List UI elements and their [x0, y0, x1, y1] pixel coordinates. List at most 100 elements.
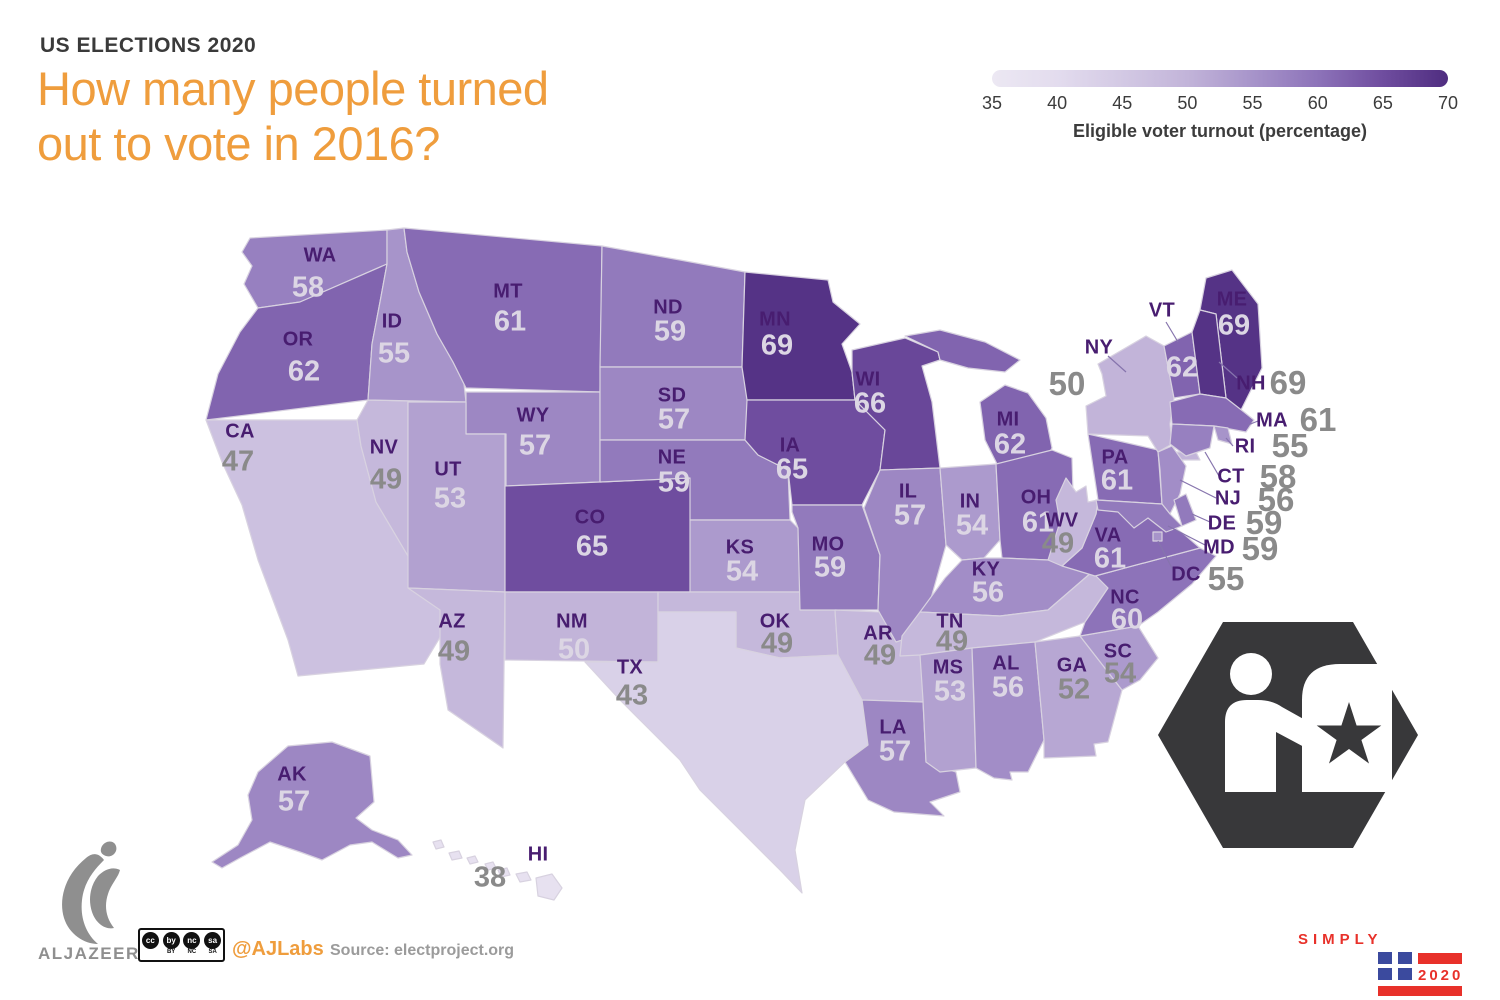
- state-value-az: 49: [437, 635, 471, 668]
- state-label-de: DE: [1207, 512, 1237, 535]
- state-value-al: 56: [991, 671, 1025, 704]
- state-label-nd: ND: [653, 296, 683, 319]
- state-value-md: 59: [1241, 530, 1279, 567]
- callout-line-ri: [1225, 437, 1234, 447]
- state-value-sc: 54: [1103, 657, 1137, 690]
- state-label-la: LA: [879, 716, 907, 739]
- ajlabs-handle: @AJLabs: [232, 938, 324, 960]
- state-label-mi: MI: [996, 408, 1020, 431]
- state-label-wv: WV: [1045, 509, 1079, 532]
- legend-tick: 65: [1372, 93, 1393, 113]
- state-label-vt: VT: [1148, 299, 1176, 322]
- state-label-ga: GA: [1056, 654, 1088, 677]
- state-value-ri: 55: [1271, 427, 1309, 464]
- callout-line-dc: [1157, 540, 1175, 573]
- state-value-or: 62: [287, 355, 321, 388]
- aljazeera-wordmark: ALJAZEERA: [38, 944, 154, 963]
- state-value-wa: 58: [291, 271, 325, 304]
- legend-tick: 35: [981, 93, 1003, 113]
- state-label-ct: CT: [1217, 465, 1245, 488]
- cc-icon-by: by BY: [162, 932, 180, 955]
- state-label-ms: MS: [932, 656, 964, 679]
- state-label-dc: DC: [1171, 563, 1201, 586]
- state-label-in: IN: [959, 490, 981, 513]
- callout-line-de: [1191, 513, 1211, 523]
- state-value-mo: 59: [813, 551, 847, 584]
- state-value-pa: 61: [1100, 464, 1134, 497]
- state-label-wa: WA: [303, 244, 337, 267]
- state-label-ut: UT: [434, 458, 462, 481]
- callout-line-ct: [1204, 451, 1220, 477]
- state-value-ct: 58: [1259, 458, 1297, 495]
- legend-tick: 45: [1112, 93, 1133, 113]
- state-value-vt: 62: [1165, 351, 1199, 384]
- state-label-md: MD: [1203, 536, 1235, 559]
- state-value-ia: 65: [775, 453, 809, 486]
- state-label-nj: NJ: [1214, 487, 1242, 510]
- state-value-nv: 49: [369, 463, 403, 496]
- state-label-ia: IA: [779, 434, 801, 457]
- state-value-ks: 54: [725, 555, 759, 588]
- state-value-wi: 66: [853, 387, 887, 420]
- state-value-nj: 56: [1257, 481, 1295, 518]
- state-label-az: AZ: [438, 610, 466, 633]
- state-value-la: 57: [878, 735, 912, 768]
- cc-icon-nc: nc NC: [183, 932, 201, 955]
- state-value-nh: 69: [1269, 364, 1307, 401]
- title-line-1: How many people turned: [37, 62, 549, 115]
- creative-commons-badge: cc by BY nc NC sa SA: [138, 928, 225, 962]
- aljazeera-logo: [62, 841, 120, 944]
- state-value-mi: 62: [993, 428, 1027, 461]
- state-value-ga: 52: [1057, 673, 1091, 706]
- state-value-nm: 50: [557, 633, 591, 666]
- legend-gradient-bar: [992, 70, 1448, 87]
- state-label-ak: AK: [277, 763, 307, 786]
- legend-tick: 70: [1437, 93, 1459, 113]
- state-label-oh: OH: [1020, 486, 1052, 509]
- state-label-tx: TX: [616, 656, 644, 679]
- state-label-nh: NH: [1236, 372, 1266, 395]
- state-label-mn: MN: [759, 308, 791, 331]
- state-shape-wv: [1047, 477, 1099, 567]
- state-value-mn: 69: [760, 329, 794, 362]
- state-value-ut: 53: [433, 482, 467, 515]
- state-value-ms: 53: [933, 675, 967, 708]
- state-label-nm: NM: [556, 610, 588, 633]
- state-shape-md: [1095, 499, 1183, 533]
- callout-line-nj: [1179, 479, 1217, 499]
- state-label-ar: AR: [863, 622, 893, 645]
- state-value-ma: 61: [1299, 401, 1337, 438]
- state-value-co: 65: [575, 530, 609, 563]
- state-value-ky: 56: [971, 576, 1005, 609]
- simply-wordmark: SIMPLY: [1298, 931, 1383, 948]
- state-label-wy: WY: [516, 404, 550, 427]
- state-value-ne: 59: [657, 466, 691, 499]
- state-shape-ak: [211, 741, 413, 869]
- state-label-nv: NV: [369, 436, 399, 459]
- callout-line-ny: [1107, 355, 1127, 373]
- state-value-ar: 49: [863, 639, 897, 672]
- state-value-ca: 47: [221, 445, 255, 478]
- cc-icon-cc: cc: [141, 932, 159, 949]
- title-line-2: out to vote in 2016?: [37, 116, 440, 170]
- state-value-il: 57: [893, 499, 927, 532]
- state-label-or: OR: [282, 328, 314, 351]
- ballot-box-icon: [1158, 622, 1418, 848]
- state-value-nd: 59: [653, 315, 687, 348]
- state-shape-ct: [1169, 423, 1215, 457]
- page-title: How many people turned out to vote in 20…: [37, 62, 549, 172]
- callout-line-ma: [1247, 420, 1259, 426]
- state-label-me: ME: [1216, 288, 1248, 311]
- callout-line-md: [1167, 525, 1208, 547]
- legend-tick: 60: [1307, 93, 1328, 113]
- simply-2020-logo: SIMPLY 2020: [1298, 914, 1462, 996]
- legend: 35 40 45 50 55 60 65 70 Eligible voter turnout …: [982, 70, 1458, 142]
- state-value-ny: 50: [1048, 365, 1086, 402]
- state-value-sd: 57: [657, 403, 691, 436]
- state-shape-nh: [1191, 309, 1227, 399]
- source-credit: Source: electproject.org: [330, 942, 515, 959]
- state-value-va: 61: [1093, 542, 1127, 575]
- state-label-ky: KY: [971, 558, 1001, 581]
